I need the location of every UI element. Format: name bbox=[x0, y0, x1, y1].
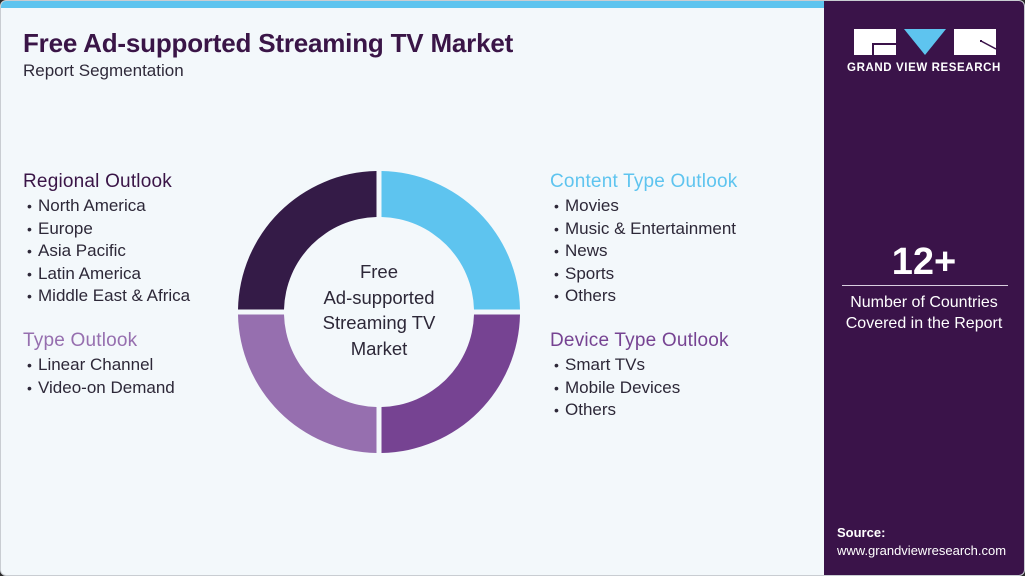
segment-heading: Regional Outlook bbox=[23, 171, 172, 192]
sidebar-panel: GRAND VIEW RESEARCH 12+ Number of Countr… bbox=[824, 1, 1024, 575]
bullet-icon: • bbox=[554, 243, 559, 260]
segment-list: • Linear Channel • Video-on Demand bbox=[23, 354, 175, 399]
list-item-label: Middle East & Africa bbox=[38, 286, 191, 306]
list-item: • Smart TVs bbox=[550, 354, 729, 377]
list-item-label: Video-on Demand bbox=[38, 377, 175, 397]
bullet-icon: • bbox=[554, 220, 559, 237]
source-url: www.grandviewresearch.com bbox=[837, 543, 1007, 558]
donut-label-line: Streaming TV bbox=[322, 312, 436, 333]
segment-heading: Content Type Outlook bbox=[550, 171, 738, 192]
list-item: • Movies bbox=[550, 195, 737, 218]
stat-number: 12+ bbox=[891, 241, 957, 283]
segment-content-type-outlook: Content Type Outlook • Movies • Music & En… bbox=[550, 171, 737, 308]
list-item: • Others bbox=[550, 285, 737, 308]
list-item: • Europe bbox=[23, 218, 190, 241]
list-item: • North America bbox=[23, 195, 190, 218]
logo-text: GRAND VIEW RESEARCH bbox=[847, 62, 1001, 74]
bullet-icon: • bbox=[27, 198, 32, 214]
bullet-icon: • bbox=[27, 265, 32, 282]
top-accent-bar bbox=[1, 1, 824, 8]
donut-center-label: Free Ad-supported Streaming TV Market bbox=[238, 259, 520, 361]
list-item: • Music & Entertainment bbox=[550, 218, 737, 241]
page-title: Free Ad-supported Streaming TV Market bbox=[23, 28, 514, 58]
donut-slice-regional bbox=[238, 171, 377, 310]
stat-caption-line: Number of Countries bbox=[850, 294, 998, 311]
list-item-label: Europe bbox=[38, 218, 93, 238]
list-item-label: Music & Entertainment bbox=[565, 218, 737, 238]
list-item-label: Others bbox=[565, 286, 617, 306]
bullet-icon: • bbox=[27, 288, 32, 305]
stat-divider bbox=[842, 285, 1008, 286]
segment-list: • Movies • Music & Entertainment • News • Sp… bbox=[550, 195, 737, 308]
bullet-icon: • bbox=[27, 220, 32, 237]
segment-device-type-outlook: Device Type Outlook • Smart TVs • Mobile D… bbox=[550, 330, 729, 422]
bullet-icon: • bbox=[554, 288, 559, 305]
segment-regional-outlook: Regional Outlook • North America • Europe … bbox=[23, 171, 190, 308]
bullet-icon: • bbox=[27, 243, 32, 260]
bullet-icon: • bbox=[554, 402, 559, 419]
segment-heading: Device Type Outlook bbox=[550, 330, 729, 351]
list-item-label: Smart TVs bbox=[565, 355, 645, 374]
donut-label-line: Free bbox=[359, 261, 399, 282]
list-item: • Linear Channel bbox=[23, 354, 175, 377]
list-item-label: Mobile Devices bbox=[565, 377, 681, 397]
list-item: • Latin America bbox=[23, 263, 190, 286]
list-item-label: Sports bbox=[565, 263, 615, 283]
bullet-icon: • bbox=[554, 379, 559, 396]
list-item-label: Linear Channel bbox=[38, 355, 154, 374]
donut-label-line: Market bbox=[350, 337, 408, 359]
list-item-label: Asia Pacific bbox=[38, 241, 126, 261]
bullet-icon: • bbox=[554, 357, 559, 373]
segment-list: • North America • Europe • Asia Pacific • La… bbox=[23, 195, 190, 308]
list-item-label: Latin America bbox=[38, 263, 141, 283]
donut-label-line: Ad-supported bbox=[323, 286, 435, 308]
list-item-label: News bbox=[565, 241, 608, 261]
source-label: Source: bbox=[837, 525, 886, 540]
list-item: • Mobile Devices bbox=[550, 377, 729, 400]
segment-type-outlook: Type Outlook • Linear Channel • Video-on D… bbox=[23, 330, 175, 399]
donut-slice-type bbox=[238, 314, 377, 453]
page-subtitle: Report Segmentation bbox=[23, 61, 184, 80]
list-item: • Middle East & Africa bbox=[23, 285, 190, 308]
donut-slice-device-type bbox=[381, 314, 520, 453]
list-item: • Video-on Demand bbox=[23, 377, 175, 400]
stat-caption: Number of Countries Covered in the Repor… bbox=[824, 292, 1024, 334]
donut-slice-content-type bbox=[381, 171, 520, 310]
bullet-icon: • bbox=[554, 265, 559, 282]
bullet-icon: • bbox=[554, 198, 559, 214]
segmentation-donut-chart bbox=[238, 171, 520, 453]
list-item: • Asia Pacific bbox=[23, 240, 190, 263]
bullet-icon: • bbox=[27, 379, 32, 396]
segment-heading: Type Outlook bbox=[23, 330, 138, 351]
stat-caption-line: Covered in the Report bbox=[845, 315, 1003, 332]
list-item: • News bbox=[550, 240, 737, 263]
segment-list: • Smart TVs • Mobile Devices • Others bbox=[550, 354, 729, 422]
bullet-icon: • bbox=[27, 357, 32, 373]
list-item: • Sports bbox=[550, 263, 737, 286]
list-item-label: Movies bbox=[565, 196, 619, 215]
grand-view-research-logo-icon bbox=[854, 29, 996, 55]
list-item-label: North America bbox=[38, 196, 146, 215]
list-item: • Others bbox=[550, 399, 729, 422]
list-item-label: Others bbox=[565, 400, 617, 420]
